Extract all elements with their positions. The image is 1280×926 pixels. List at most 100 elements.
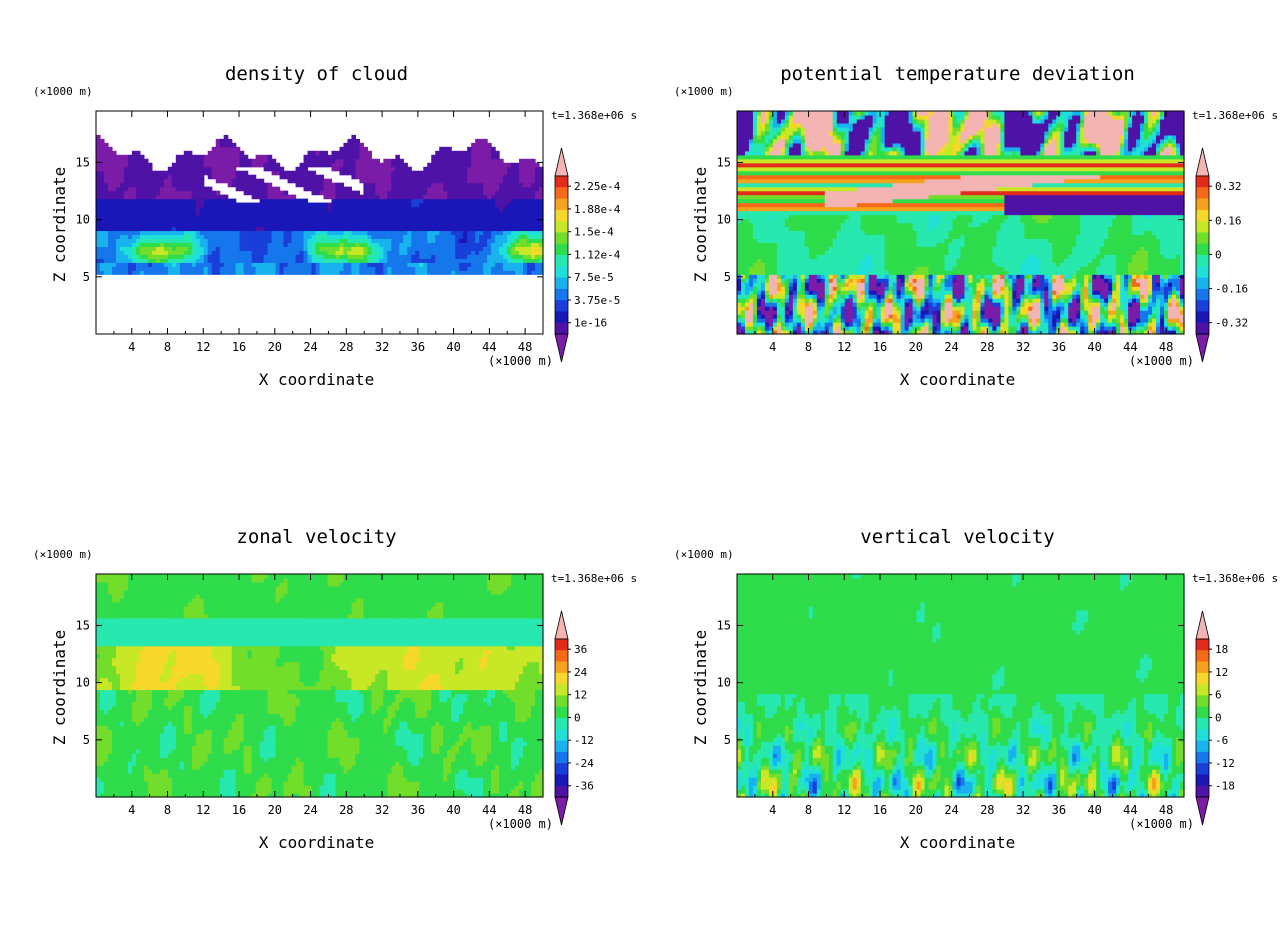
field-cell — [435, 167, 440, 172]
field-cell — [363, 159, 368, 164]
field-cell — [148, 179, 153, 184]
field-cell — [212, 270, 217, 275]
field-cell — [527, 254, 532, 259]
field-cell — [236, 147, 241, 152]
field-cell — [355, 203, 360, 208]
field-cell — [749, 294, 754, 299]
field-cell — [323, 246, 328, 251]
field-cell — [296, 167, 301, 172]
field-cell — [765, 187, 770, 192]
field-cell — [96, 262, 101, 267]
field-cell — [761, 314, 766, 319]
field-cell — [833, 159, 838, 164]
field-cell — [813, 131, 818, 136]
field-cell — [853, 274, 858, 279]
field-cell — [367, 250, 372, 255]
field-cell — [220, 215, 225, 220]
field-cell — [316, 230, 321, 235]
field-cell — [144, 215, 149, 220]
field-cell — [240, 211, 245, 216]
field-cell — [737, 111, 742, 116]
field-cell — [829, 266, 834, 271]
field-cell — [471, 167, 476, 172]
field-cell — [849, 322, 854, 327]
field-cell — [415, 254, 420, 259]
field-cell — [757, 147, 762, 152]
field-cell — [813, 135, 818, 140]
field-cell — [240, 246, 245, 251]
field-cell — [208, 171, 213, 176]
field-cell — [116, 187, 121, 192]
field-cell — [741, 135, 746, 140]
field-cell — [276, 238, 281, 243]
field-cell — [284, 171, 289, 176]
field-cell — [132, 203, 137, 208]
field-cell — [809, 242, 814, 247]
field-cell — [363, 246, 368, 251]
field-cell — [471, 191, 476, 196]
field-cell — [527, 266, 532, 271]
field-cell — [411, 179, 416, 184]
field-cell — [745, 167, 750, 172]
field-cell — [172, 262, 177, 267]
field-cell — [351, 159, 356, 164]
field-cell — [264, 254, 269, 259]
field-cell — [789, 171, 794, 176]
field-cell — [769, 203, 774, 208]
field-cell — [487, 242, 492, 247]
field-cell — [120, 175, 125, 180]
field-cell — [479, 246, 484, 251]
field-cell — [192, 250, 197, 255]
field-cell — [411, 183, 416, 188]
field-cell — [511, 187, 516, 192]
field-cell — [797, 203, 802, 208]
field-cell — [813, 163, 818, 168]
field-cell — [383, 207, 388, 212]
field-cell — [455, 226, 460, 231]
field-cell — [455, 250, 460, 255]
field-cell — [849, 258, 854, 263]
field-cell — [120, 242, 125, 247]
field-cell — [741, 262, 746, 267]
field-cell — [527, 159, 532, 164]
field-cell — [335, 191, 340, 196]
field-cell — [104, 203, 109, 208]
field-cell — [196, 155, 201, 160]
field-cell — [467, 179, 472, 184]
field-cell — [475, 230, 480, 235]
field-cell — [523, 171, 528, 176]
field-cell — [327, 226, 332, 231]
field-cell — [204, 238, 209, 243]
field-cell — [817, 322, 822, 327]
field-cell — [435, 226, 440, 231]
field-cell — [363, 238, 368, 243]
field-cell — [841, 123, 846, 128]
field-cell — [503, 207, 508, 212]
field-cell — [753, 215, 758, 220]
field-cell — [292, 234, 297, 239]
field-cell — [753, 203, 758, 208]
field-cell — [797, 115, 802, 120]
field-cell — [160, 175, 165, 180]
field-cell — [837, 207, 842, 212]
field-cell — [531, 266, 536, 271]
field-cell — [793, 270, 798, 275]
field-cell — [208, 175, 213, 180]
field-cell — [120, 179, 125, 184]
field-cell — [503, 167, 508, 172]
field-cell — [475, 139, 480, 144]
field-cell — [363, 223, 368, 228]
field-cell — [825, 254, 830, 259]
field-cell — [535, 163, 540, 168]
field-cell — [753, 266, 758, 271]
field-cell — [220, 143, 225, 148]
field-cell — [224, 155, 229, 160]
field-cell — [312, 254, 317, 259]
field-cell — [793, 175, 798, 180]
field-cell — [435, 191, 440, 196]
field-cell — [216, 159, 221, 164]
field-cell — [180, 179, 185, 184]
field-cell — [152, 219, 157, 224]
field-cell — [296, 219, 301, 224]
field-cell — [331, 234, 336, 239]
